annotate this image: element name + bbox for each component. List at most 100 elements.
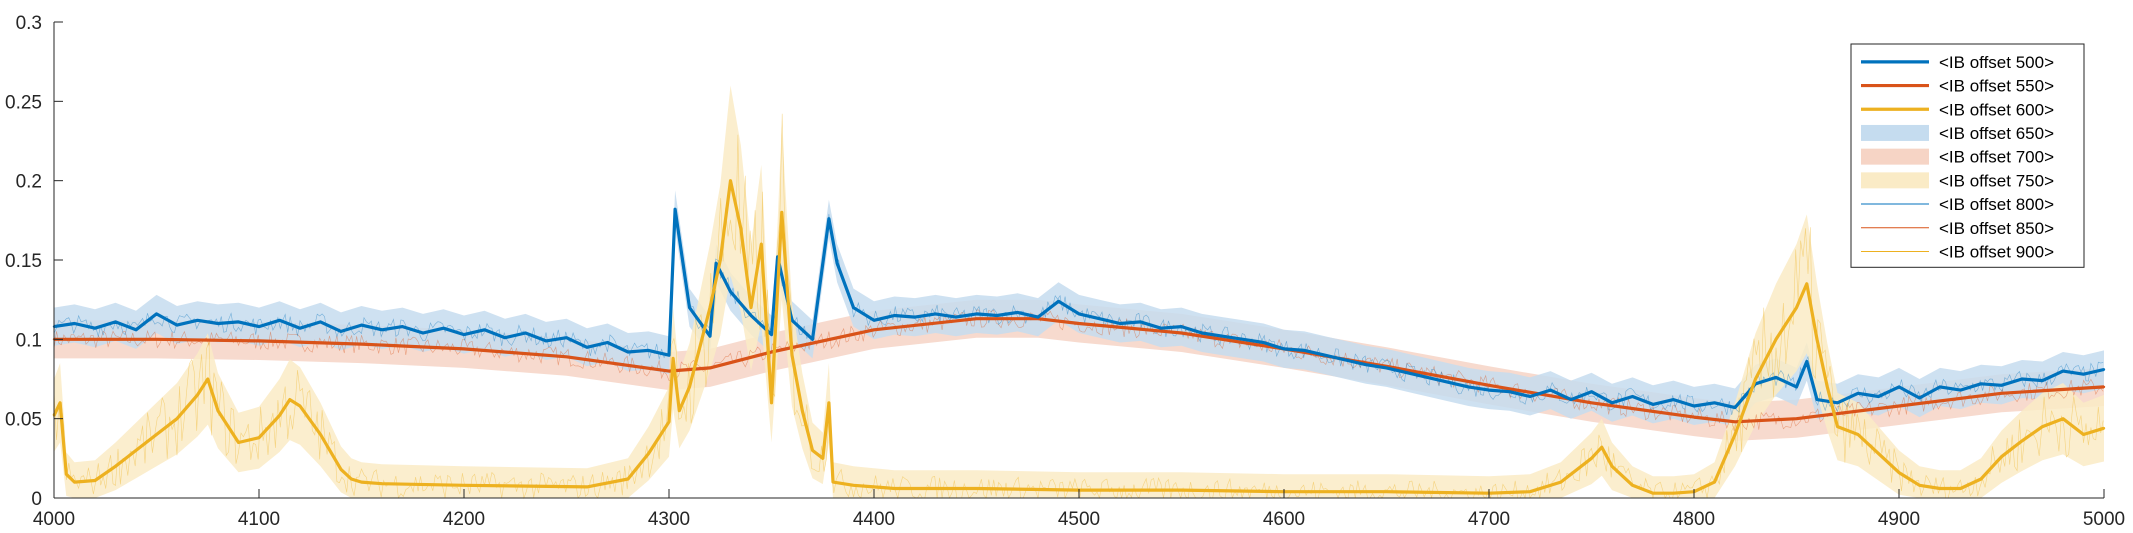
data-point xyxy=(1323,354,1327,357)
data-point xyxy=(1487,384,1491,387)
data-point xyxy=(1959,487,1962,490)
data-point xyxy=(2000,384,2003,387)
data-point xyxy=(462,333,466,336)
data-point xyxy=(1692,415,1696,419)
data-point xyxy=(1713,480,1716,484)
data-point xyxy=(524,331,527,335)
data-point xyxy=(801,409,804,412)
data-point xyxy=(462,484,466,487)
data-point xyxy=(811,338,814,341)
data-point xyxy=(278,414,281,417)
data-point xyxy=(585,346,589,349)
legend-label: <IB offset 600> xyxy=(1939,100,2054,119)
data-point xyxy=(1241,338,1245,341)
data-point xyxy=(975,312,978,316)
data-point xyxy=(1877,452,1880,455)
data-point xyxy=(1631,395,1634,398)
data-point xyxy=(1938,385,1942,389)
legend-swatch xyxy=(1861,124,1929,141)
data-point xyxy=(2102,427,2106,430)
data-point xyxy=(835,262,839,265)
data-point xyxy=(688,306,691,309)
data-point xyxy=(1651,492,1655,495)
data-point xyxy=(1364,363,1368,366)
data-point xyxy=(729,290,732,293)
data-point xyxy=(975,487,978,490)
data-point xyxy=(1508,390,1511,393)
data-point xyxy=(278,319,281,322)
data-point xyxy=(319,433,322,436)
data-point xyxy=(626,350,630,354)
data-point xyxy=(1549,388,1552,392)
data-point xyxy=(175,417,179,420)
raw-trace-2 xyxy=(53,309,2104,432)
data-point xyxy=(1610,401,1614,404)
data-point xyxy=(1979,382,1983,385)
data-point xyxy=(2041,425,2044,428)
data-point xyxy=(2000,392,2003,395)
data-point xyxy=(2020,439,2024,443)
legend-label: <IB offset 750> xyxy=(1939,171,2054,190)
data-point xyxy=(1590,390,1593,393)
data-point xyxy=(565,355,568,358)
legend-label: <IB offset 800> xyxy=(1939,195,2054,214)
data-point xyxy=(1221,335,1224,338)
x-tick-label: 4100 xyxy=(238,509,280,530)
x-tick-label: 4400 xyxy=(853,509,895,530)
data-point xyxy=(237,320,240,324)
data-point xyxy=(1713,401,1716,404)
x-tick-label: 4200 xyxy=(443,509,485,530)
data-point xyxy=(827,401,831,404)
data-point xyxy=(647,349,650,352)
data-point xyxy=(1836,401,1839,404)
data-point xyxy=(667,369,671,373)
data-point xyxy=(749,314,753,317)
data-point xyxy=(1118,322,1122,325)
data-point xyxy=(73,480,76,484)
data-point xyxy=(1180,325,1183,328)
data-point xyxy=(1815,338,1819,341)
data-point xyxy=(2082,433,2085,436)
series-line-1 xyxy=(53,207,2105,410)
legend-label: <IB offset 850> xyxy=(1939,219,2054,238)
data-point xyxy=(1836,425,1839,428)
legend[interactable]: <IB offset 500> <IB offset 550> <IB offset… xyxy=(1850,43,2085,268)
data-point xyxy=(667,354,671,357)
data-point xyxy=(1467,385,1470,389)
data-point xyxy=(1805,360,1809,363)
data-point xyxy=(780,211,783,214)
data-point xyxy=(2102,385,2106,389)
data-point xyxy=(673,208,677,211)
data-point xyxy=(93,327,97,330)
axes: 4000 4100 4200 4300 4400 4500 4600 4700 4800 4900… xyxy=(5,13,2125,530)
data-point xyxy=(1426,376,1429,379)
data-point xyxy=(954,315,958,319)
data-point xyxy=(1877,395,1880,398)
data-point xyxy=(134,449,138,452)
x-tick-label: 4300 xyxy=(648,509,690,530)
data-point xyxy=(1600,446,1604,449)
x-tick-label: 4700 xyxy=(1468,509,1510,530)
data-point xyxy=(360,480,363,484)
data-point xyxy=(1795,385,1798,389)
data-point xyxy=(298,327,302,330)
data-point xyxy=(155,433,158,436)
data-point xyxy=(872,485,876,489)
data-point xyxy=(544,339,548,343)
legend-label: <IB offset 900> xyxy=(1939,242,2054,261)
data-point xyxy=(708,306,712,309)
data-point xyxy=(1826,385,1829,389)
data-point xyxy=(339,468,343,471)
data-point xyxy=(1282,347,1286,351)
data-point xyxy=(827,217,831,220)
data-point xyxy=(288,398,291,401)
x-tick-label: 5000 xyxy=(2083,509,2125,530)
legend-swatch xyxy=(1861,148,1929,165)
data-point xyxy=(1180,488,1183,492)
data-point xyxy=(1569,398,1573,401)
data-point xyxy=(2041,379,2044,382)
data-point xyxy=(1815,398,1819,401)
data-point xyxy=(626,477,630,481)
data-point xyxy=(1036,315,1040,319)
